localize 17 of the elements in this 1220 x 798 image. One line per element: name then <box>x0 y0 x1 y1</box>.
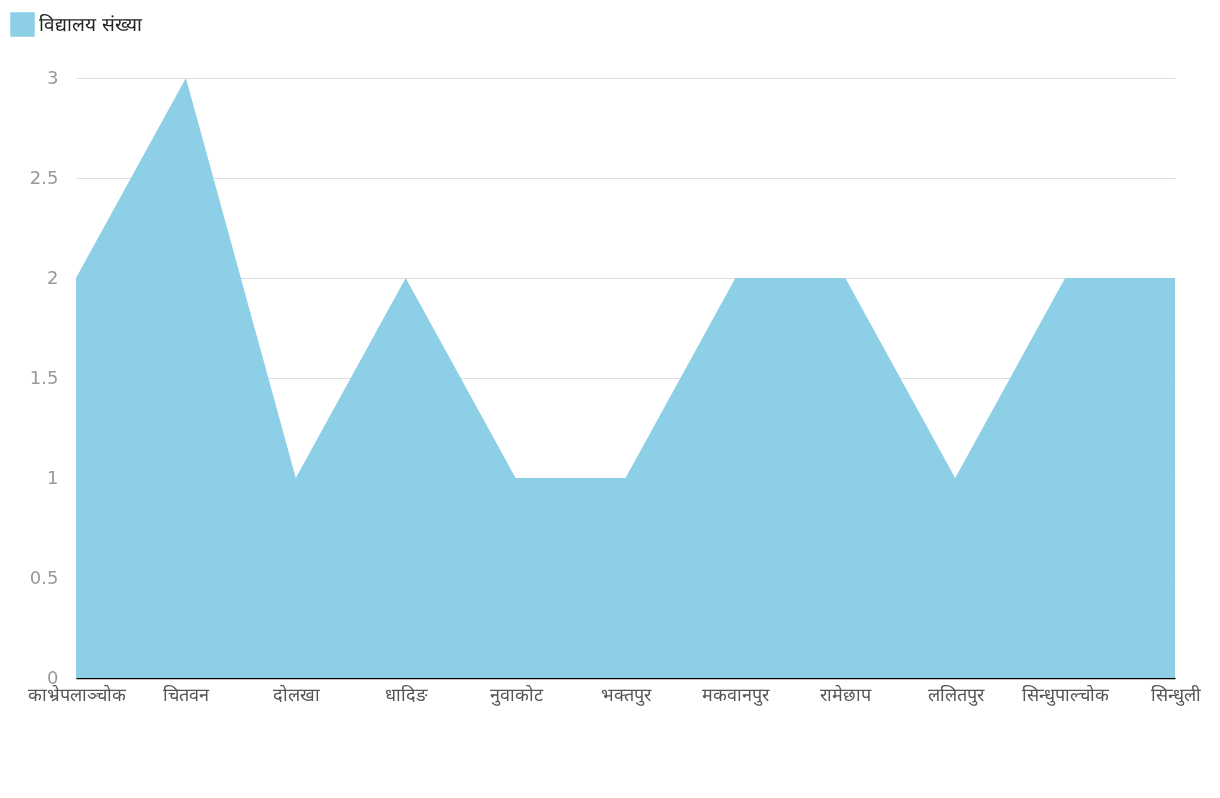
x-tick-label: दोलखा <box>272 683 320 705</box>
x-tick-label: सिन्धुपाल्चोक <box>1022 683 1111 706</box>
x-tick-label: सिन्धुली <box>1150 683 1201 706</box>
y-tick-label: 1.5 <box>29 366 59 388</box>
x-tick-label: नुवाकोट <box>489 683 544 706</box>
x-tick-label: रामेछाप <box>820 683 873 705</box>
legend-label: विद्यालय संख्या <box>39 12 144 35</box>
x-tick-label: भक्तपुर <box>601 683 652 706</box>
x-tick-label: मकवानपुर <box>702 683 771 706</box>
y-tick-label: 3 <box>47 66 59 88</box>
x-tick-label: ललितपुर <box>927 683 985 706</box>
y-tick-label: 0.5 <box>29 566 59 588</box>
y-tick-label: 2 <box>47 266 59 288</box>
y-tick-label: 1 <box>47 466 59 488</box>
x-tick-label: चितवन <box>163 683 211 705</box>
x-tick-label: धादिङ <box>385 683 429 705</box>
y-tick-label: 2.5 <box>29 166 59 188</box>
